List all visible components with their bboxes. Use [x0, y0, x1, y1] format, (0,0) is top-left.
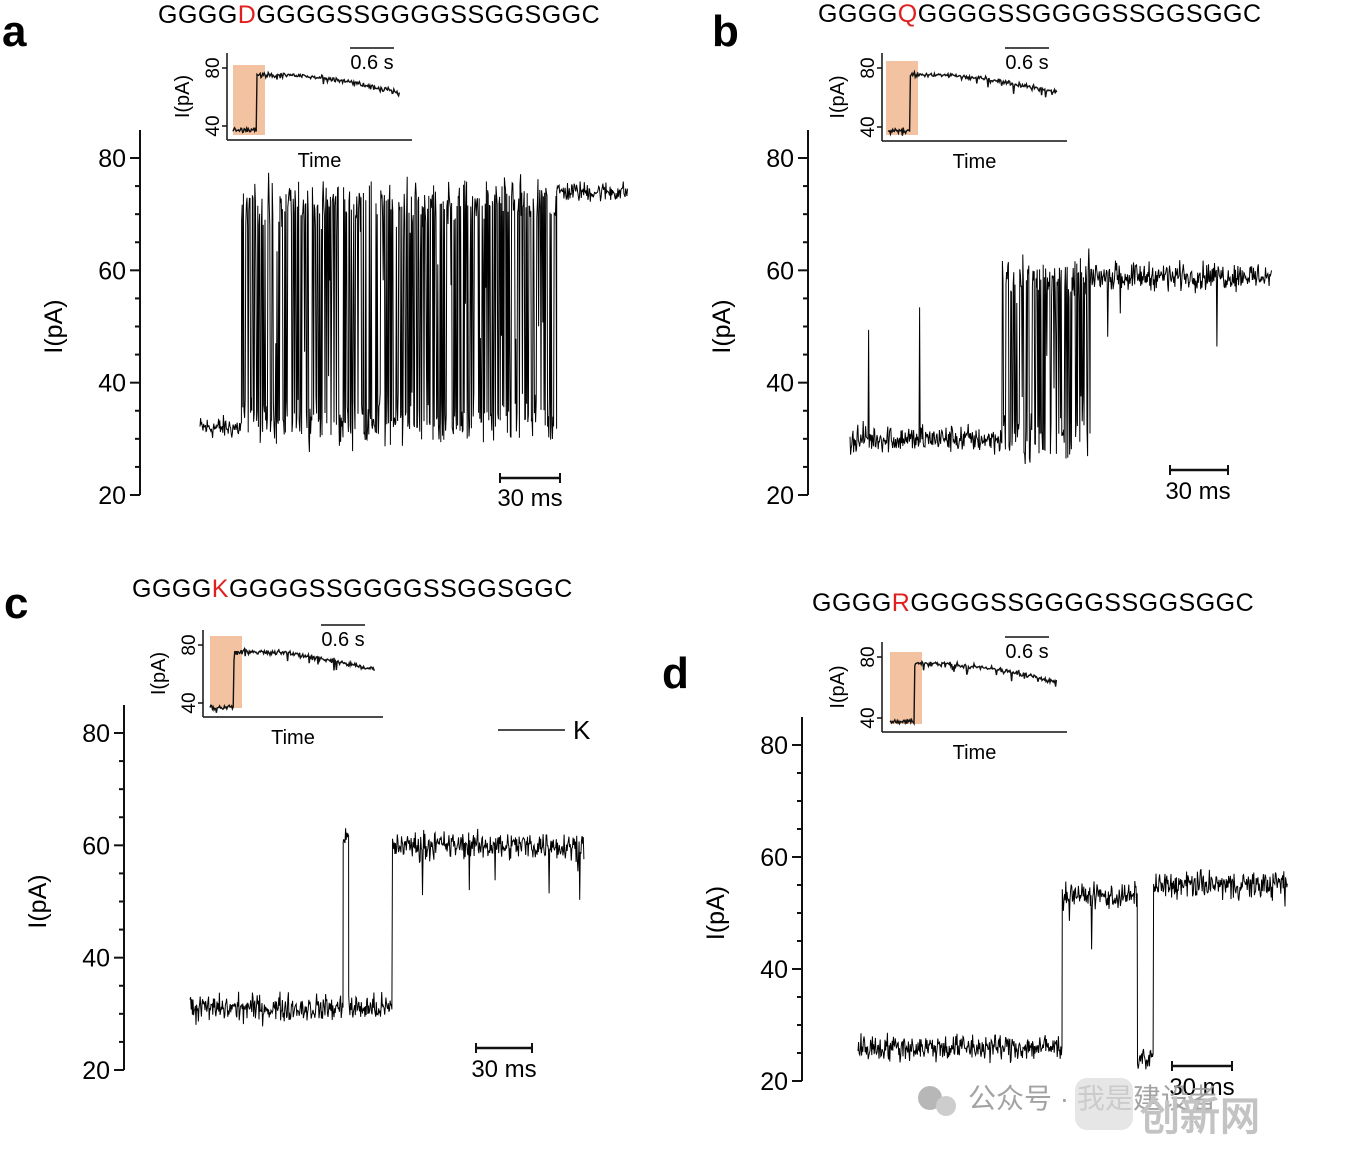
sequence-suffix: GGGGSSGGGGSSGGSGGC — [229, 575, 573, 603]
inset-highlight — [210, 636, 242, 708]
sequence-title: GGGGRGGGGSSGGGGSSGGSGGC — [812, 589, 1254, 617]
y-tick-label: 20 — [98, 482, 126, 510]
inset-tick-label: 80 — [858, 646, 879, 667]
panel-c: c GGGGKGGGGSSGGGGSSGGSGGC20406080I(pA)30 … — [4, 575, 591, 1085]
sequence-prefix: GGGG — [132, 575, 212, 603]
inset: 40 80 I(pA) Time 0.6 s — [148, 624, 383, 749]
inset-tick-label: 40 — [203, 115, 224, 136]
inset-y-label: I(pA) — [172, 75, 194, 118]
inset-y-label: I(pA) — [148, 652, 170, 695]
time-scale-label: 30 ms — [471, 1056, 536, 1083]
inset-x-label: Time — [271, 727, 315, 749]
y-tick-label: 80 — [760, 732, 788, 760]
inset-x-label: Time — [298, 150, 342, 172]
time-scale-label: 30 ms — [1165, 478, 1230, 505]
inset: 40 80 I(pA) Time 0.6 s — [172, 47, 412, 172]
panel-d: d GGGGRGGGGSSGGGGSSGGSGGC 20 40 60 80 I(pA) 30 … — [662, 589, 1288, 1101]
y-tick-label: 80 — [98, 145, 126, 173]
inset-tick-label: 80 — [179, 634, 200, 655]
y-tick-label: 80 — [82, 720, 110, 748]
sequence-prefix: GGGG — [812, 589, 892, 617]
wechat-icon-bubble — [936, 1096, 956, 1116]
inset-scale-label: 0.6 s — [1005, 52, 1048, 74]
legend-label: K — [573, 715, 591, 745]
panel-letter: c — [4, 579, 28, 628]
time-scale-label: 30 ms — [497, 485, 562, 512]
sequence-suffix: GGGGSSGGGGSSGGSGGC — [918, 0, 1262, 28]
sequence-mutation: K — [212, 575, 229, 603]
y-axis-label: I(pA) — [708, 299, 736, 353]
inset-trace — [232, 70, 401, 134]
sequence-suffix: GGGGSSGGGGSSGGSGGC — [910, 589, 1254, 617]
y-tick-label: 60 — [98, 257, 126, 285]
y-tick-label: 60 — [766, 257, 794, 285]
y-tick-label: 40 — [98, 370, 126, 398]
sequence-mutation: R — [892, 589, 911, 617]
inset-highlight — [233, 65, 265, 135]
wechat-icon — [918, 1086, 942, 1110]
inset-scale-label: 0.6 s — [321, 629, 364, 651]
current-trace — [857, 869, 1288, 1070]
inset-y-label: I(pA) — [827, 75, 849, 118]
sequence-suffix: GGGGSSGGGGSSGGSGGC — [256, 1, 600, 29]
y-axis-label: I(pA) — [702, 886, 730, 940]
sequence-title: GGGGDGGGGSSGGGGSSGGSGGC — [158, 1, 600, 29]
inset-scale-label: 0.6 s — [350, 52, 393, 74]
y-tick-label: 80 — [766, 145, 794, 173]
current-trace — [849, 248, 1272, 465]
inset-tick-label: 80 — [858, 57, 879, 78]
inset-trace — [889, 659, 1058, 726]
panel-letter: b — [712, 7, 739, 56]
sequence-title: GGGGQGGGGSSGGGGSSGGSGGC — [818, 0, 1262, 28]
inset: 40 80 I(pA) Time 0.6 s — [827, 636, 1067, 764]
inset-tick-label: 40 — [179, 692, 200, 713]
sequence-title: GGGGKGGGGSSGGGGSSGGSGGC — [132, 575, 573, 603]
y-tick-label: 40 — [760, 956, 788, 984]
y-axis-label: I(pA) — [24, 874, 52, 928]
inset-highlight — [886, 61, 918, 135]
y-tick-label: 20 — [760, 1068, 788, 1096]
sequence-prefix: GGGG — [158, 1, 238, 29]
y-tick-label: 20 — [82, 1057, 110, 1085]
inset-tick-label: 40 — [858, 116, 879, 137]
watermark-logo-box — [1075, 1078, 1133, 1130]
inset-y-label: I(pA) — [827, 665, 849, 708]
inset: 40 80 I(pA) Time 0.6 s — [827, 47, 1067, 173]
panel-a: a GGGGDGGGGSSGGGGSSGGSGGC 20 40 60 80 I(pA) 30 … — [2, 1, 628, 512]
y-axis-label: I(pA) — [40, 299, 68, 353]
inset-trace — [887, 69, 1058, 137]
watermark-logo-text: 创新网 — [1140, 1095, 1260, 1139]
sequence-mutation: Q — [898, 0, 918, 28]
time-scale-label: 30 ms — [1169, 1074, 1234, 1101]
current-trace — [189, 828, 585, 1027]
current-trace — [199, 172, 628, 453]
y-tick-label: 40 — [82, 945, 110, 973]
sequence-mutation: D — [238, 1, 257, 29]
panel-letter: a — [2, 7, 27, 56]
inset-tick-label: 40 — [858, 707, 879, 728]
inset-tick-label: 80 — [203, 57, 224, 78]
panel-b: b GGGGQGGGGSSGGGGSSGGSGGC 20 40 60 80 I(pA) 30 … — [708, 0, 1272, 510]
inset-trace — [209, 646, 375, 713]
y-tick-label: 40 — [766, 370, 794, 398]
inset-scale-label: 0.6 s — [1005, 641, 1048, 663]
panel-letter: d — [662, 649, 689, 698]
sequence-prefix: GGGG — [818, 0, 898, 28]
y-tick-label: 60 — [82, 832, 110, 860]
inset-x-label: Time — [953, 151, 997, 173]
y-tick-label: 60 — [760, 844, 788, 872]
y-tick-label: 20 — [766, 482, 794, 510]
inset-x-label: Time — [953, 742, 997, 764]
